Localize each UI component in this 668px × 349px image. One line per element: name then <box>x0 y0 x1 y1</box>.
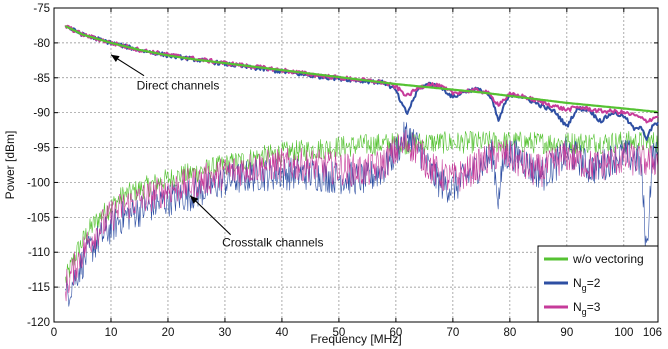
y-axis-ticks: -120 -115 -110 -105 -100 -95 -90 -85 -80 -75 <box>27 3 658 329</box>
direct-arrow-head <box>110 54 120 62</box>
annotation-layer: Direct channels Crosstalk channels <box>110 54 323 250</box>
crosstalk-w-o-vectoring-line <box>65 130 658 284</box>
x-tick-label: 80 <box>503 327 516 339</box>
x-tick-label: 50 <box>333 327 346 339</box>
crosstalk-ng-3-line <box>65 129 658 302</box>
x-tick-label: 0 <box>51 327 57 339</box>
plot-frame <box>53 7 659 323</box>
x-tick-label: 70 <box>446 327 459 339</box>
direct-annotation-label: Direct channels <box>137 79 220 93</box>
crosstalk-arrow-line <box>189 195 232 236</box>
x-tick-label: 60 <box>389 327 402 339</box>
y-tick-label: -115 <box>28 282 50 294</box>
y-tick-label: -120 <box>27 317 50 329</box>
x-axis-title: Frequency [MHz] <box>310 332 401 346</box>
legend-label-ng3: Ng=3 <box>573 300 601 317</box>
x-tick-label: 100 <box>614 327 633 339</box>
y-tick-label: -105 <box>27 212 50 224</box>
plot-area <box>53 7 659 323</box>
x-tick-label: 40 <box>276 327 289 339</box>
x-axis-ticks: 0 10 20 30 40 50 60 70 80 90 100 106 <box>51 8 662 339</box>
y-tick-label: -95 <box>33 143 50 155</box>
x-tick-label: 30 <box>219 327 232 339</box>
y-tick-label: -75 <box>33 3 50 15</box>
y-tick-label: -85 <box>33 73 50 85</box>
crosstalk-arrow-head <box>190 195 199 204</box>
x-tick-label: 20 <box>162 327 175 339</box>
x-tick-label: 106 <box>643 327 662 339</box>
crosstalk-annotation-label: Crosstalk channels <box>222 236 323 250</box>
y-tick-label: -100 <box>27 177 50 189</box>
x-tick-label: 10 <box>105 327 118 339</box>
legend-label-ng2: Ng=2 <box>573 276 601 293</box>
y-tick-label: -90 <box>33 108 50 120</box>
legend: w/o vectoring Ng=2 Ng=3 <box>537 245 659 323</box>
y-axis-title: Power [dBm] <box>3 131 17 200</box>
direct-w-o-vectoring-line <box>64 25 659 114</box>
legend-label-wo: w/o vectoring <box>572 252 644 266</box>
x-tick-label: 90 <box>560 327 573 339</box>
y-tick-label: -80 <box>33 38 50 50</box>
series-layer <box>64 24 659 307</box>
y-tick-label: -110 <box>28 247 50 259</box>
